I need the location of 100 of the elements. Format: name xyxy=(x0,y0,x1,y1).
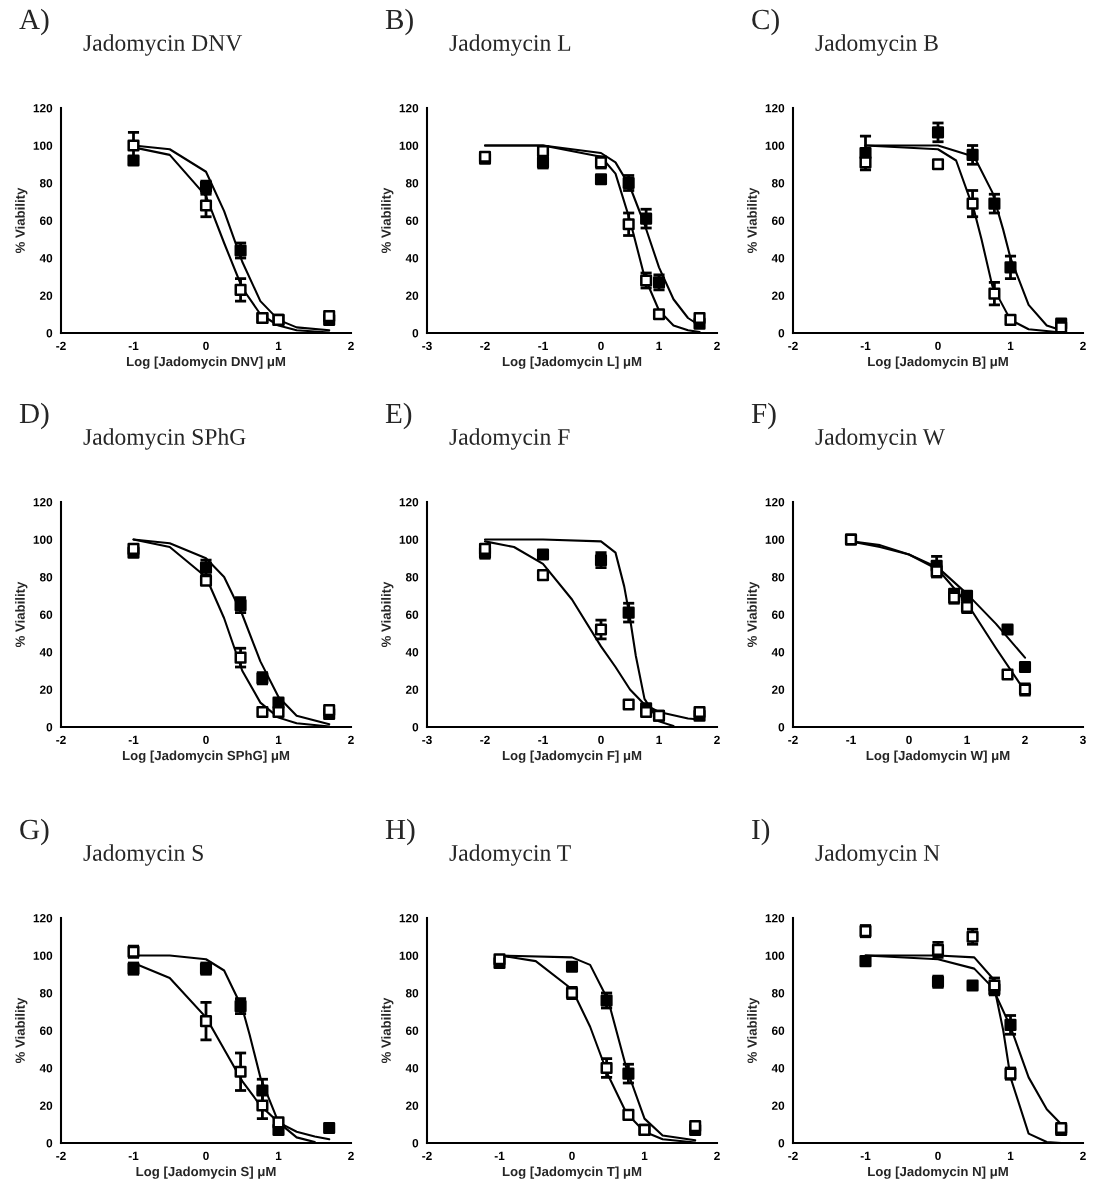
chart-title: G) xyxy=(20,818,49,846)
x-tick-label: 0 xyxy=(935,1151,941,1160)
x-tick-label: -1 xyxy=(128,735,139,744)
y-tick-label: 120 xyxy=(33,104,53,113)
x-tick-label: 0 xyxy=(569,1151,575,1160)
chart-subtitle: Jadomycin F xyxy=(449,428,570,450)
y-tick-label: 60 xyxy=(39,216,53,225)
x-tick-label: -3 xyxy=(422,735,432,745)
x-tick-label: 2 xyxy=(348,341,354,350)
y-axis-title: % Viability xyxy=(747,581,760,648)
x-tick-label: -2 xyxy=(480,341,490,350)
y-tick-label: 100 xyxy=(33,535,53,544)
x-tick-label: 0 xyxy=(203,341,209,350)
x-tick-label: 2 xyxy=(714,341,720,350)
y-tick-label: 40 xyxy=(39,1064,53,1073)
chart-subtitle: Jadomycin S xyxy=(83,844,203,866)
x-tick-label: 2 xyxy=(714,735,720,744)
x-tick-label: 1 xyxy=(275,735,282,744)
x-tick-label: 1 xyxy=(656,341,662,350)
y-tick-label: 60 xyxy=(39,1026,53,1035)
x-axis-title: Log [Jadomycin SPhG] μM xyxy=(122,750,290,763)
x-axis-title: Log [Jadomycin B] μM xyxy=(868,356,1008,369)
x-tick-label: -1 xyxy=(128,1151,139,1160)
x-tick-label: 0 xyxy=(598,735,604,744)
chart-subtitle: Jadomycin T xyxy=(449,844,571,866)
chart-title: F) xyxy=(751,402,776,430)
y-tick-label: 20 xyxy=(771,1101,785,1110)
y-tick-label: 80 xyxy=(39,989,53,998)
y-tick-label: 60 xyxy=(405,216,419,225)
x-tick-label: 1 xyxy=(641,1151,648,1160)
x-tick-label: 1 xyxy=(964,735,970,744)
y-tick-label: 80 xyxy=(39,573,53,582)
x-tick-label: 0 xyxy=(598,341,604,350)
x-tick-label: 1 xyxy=(1007,341,1014,350)
x-tick-label: -3 xyxy=(422,341,432,351)
y-tick-label: 80 xyxy=(771,573,785,582)
y-tick-label: 80 xyxy=(405,179,419,188)
chart-title: C) xyxy=(752,8,779,36)
x-tick-label: -2 xyxy=(788,735,798,744)
y-tick-label: 60 xyxy=(771,1026,785,1035)
y-tick-label: 120 xyxy=(765,498,785,507)
chart-title: D) xyxy=(19,402,49,430)
x-axis-title: Log [Jadomycin L] μM xyxy=(502,356,642,369)
y-tick-label: 60 xyxy=(405,610,419,619)
y-tick-label: 120 xyxy=(33,914,53,923)
chart-subtitle: Jadomycin DNV xyxy=(83,34,243,56)
y-axis-title: % Viability xyxy=(381,997,394,1064)
x-tick-label: -1 xyxy=(860,341,871,350)
y-tick-label: 100 xyxy=(399,141,419,150)
y-tick-label: 120 xyxy=(765,914,785,923)
y-tick-label: 100 xyxy=(765,951,785,960)
chart-subtitle: Jadomycin SPhG xyxy=(83,428,246,450)
chart-title: H) xyxy=(385,818,415,846)
chart-title: A) xyxy=(19,8,49,36)
x-tick-label: -2 xyxy=(56,341,66,350)
x-tick-label: -2 xyxy=(422,1151,432,1160)
y-tick-label: 0 xyxy=(412,329,419,338)
y-tick-label: 40 xyxy=(771,254,785,263)
y-tick-label: 0 xyxy=(412,1139,419,1148)
x-tick-label: -1 xyxy=(538,735,548,744)
y-tick-label: 100 xyxy=(33,141,53,150)
x-tick-label: -2 xyxy=(788,341,798,350)
x-axis-title: Log [Jadomycin F] μM xyxy=(502,750,642,763)
y-axis-title: % Viability xyxy=(381,581,394,648)
y-tick-label: 120 xyxy=(33,498,53,507)
y-tick-label: 0 xyxy=(412,723,419,732)
y-tick-label: 20 xyxy=(39,291,53,300)
y-axis-title: % Viability xyxy=(15,997,28,1064)
y-tick-label: 80 xyxy=(771,179,785,188)
x-tick-label: -2 xyxy=(480,735,490,744)
y-tick-label: 40 xyxy=(771,1064,785,1073)
y-tick-label: 20 xyxy=(771,291,785,300)
y-tick-label: 0 xyxy=(778,329,785,338)
y-tick-label: 40 xyxy=(405,1064,419,1073)
y-tick-label: 120 xyxy=(399,914,419,923)
y-tick-label: 40 xyxy=(405,254,419,263)
y-tick-label: 0 xyxy=(778,723,785,732)
x-tick-label: 2 xyxy=(348,735,354,744)
y-tick-label: 80 xyxy=(39,179,53,188)
x-tick-label: 2 xyxy=(714,1151,720,1160)
y-tick-label: 20 xyxy=(405,685,419,694)
x-tick-label: -1 xyxy=(860,1151,871,1160)
chart-subtitle: Jadomycin B xyxy=(815,34,938,56)
y-tick-label: 80 xyxy=(405,989,419,998)
y-axis-title: % Viability xyxy=(15,581,28,648)
y-tick-label: 20 xyxy=(405,291,419,300)
x-tick-label: 2 xyxy=(1080,341,1086,350)
y-tick-label: 60 xyxy=(771,610,785,619)
y-tick-label: 120 xyxy=(399,104,419,113)
y-tick-label: 120 xyxy=(765,104,785,113)
x-tick-label: 1 xyxy=(275,341,282,350)
y-tick-label: 60 xyxy=(405,1026,419,1035)
chart-subtitle: Jadomycin W xyxy=(815,428,946,450)
x-tick-label: -2 xyxy=(56,1151,66,1160)
x-tick-label: -1 xyxy=(538,341,548,350)
x-tick-label: -1 xyxy=(846,735,856,744)
y-tick-label: 20 xyxy=(405,1101,419,1110)
y-axis-title: % Viability xyxy=(15,187,28,254)
y-tick-label: 20 xyxy=(39,1101,53,1110)
y-tick-label: 80 xyxy=(405,573,419,582)
